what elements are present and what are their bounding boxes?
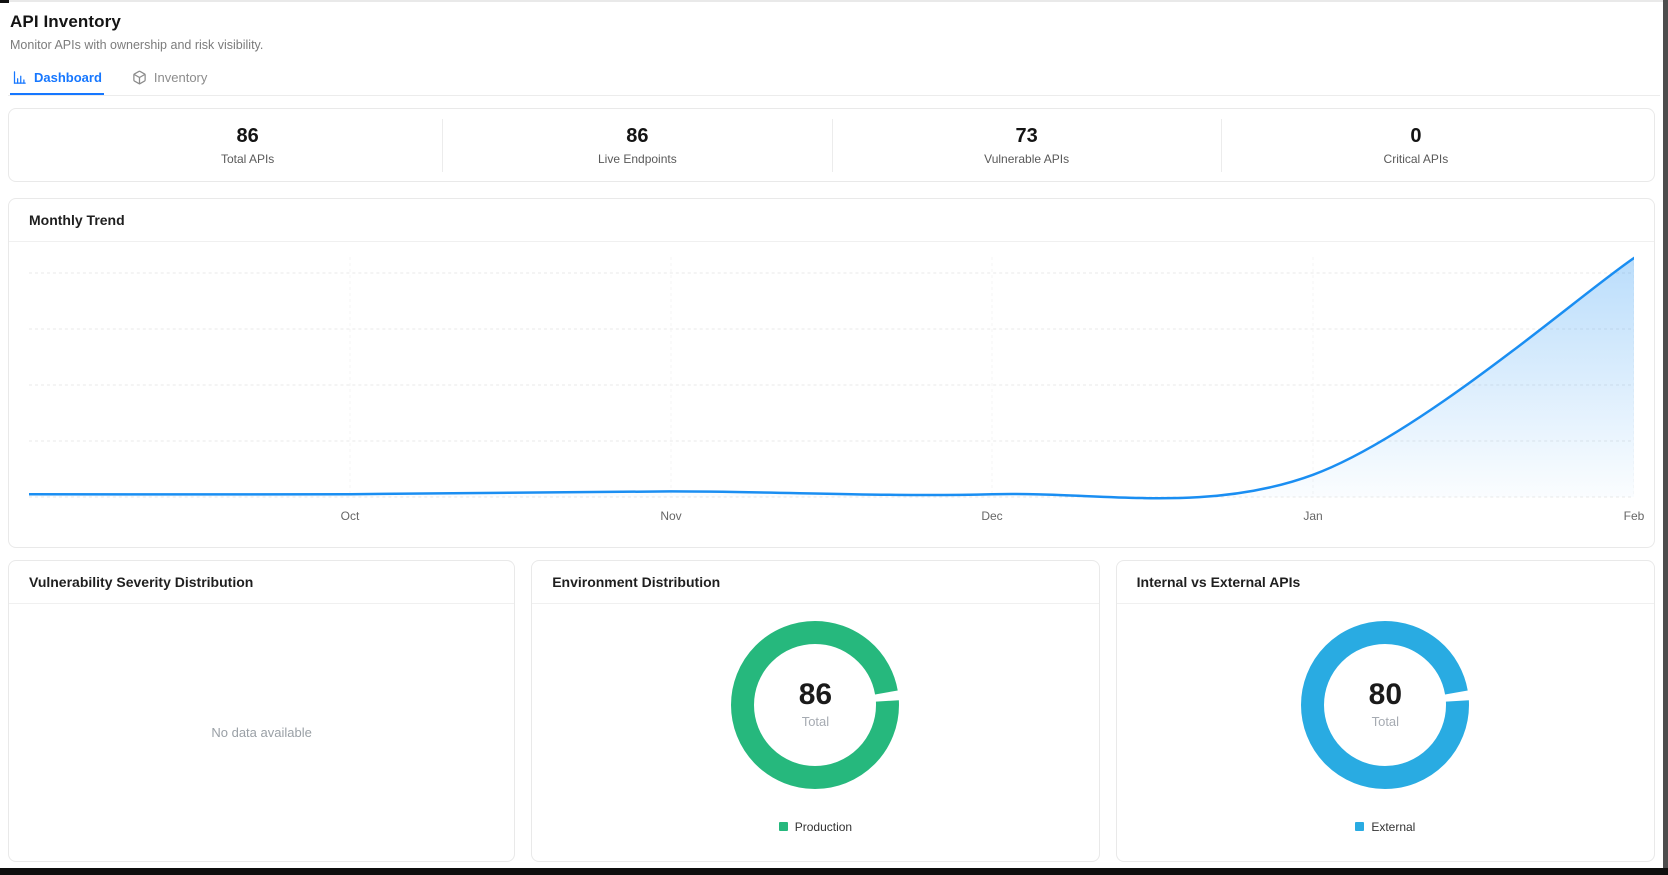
tab-dashboard[interactable]: Dashboard [10, 64, 104, 95]
environment-distribution-card: Environment Distribution 86 Total Produc… [531, 560, 1100, 862]
environment-legend: Production [778, 819, 853, 834]
stat-live-endpoints: 86 Live Endpoints [442, 118, 831, 172]
monthly-trend-chart[interactable]: Oct Nov Dec Jan Feb [9, 242, 1654, 529]
top-border-line [0, 0, 1668, 2]
donut-segment-production[interactable] [731, 620, 900, 789]
internal-external-donut-chart[interactable]: 80 Total [1300, 620, 1470, 790]
page-subtitle: Monitor APIs with ownership and risk vis… [10, 38, 264, 52]
window-edge-bottom [0, 868, 1668, 875]
legend-label-external: External [1371, 819, 1416, 834]
donut-total-caption: Total [1371, 714, 1400, 729]
stat-vulnerable-apis: 73 Vulnerable APIs [831, 118, 1221, 172]
stat-value: 86 [236, 124, 259, 147]
donut-total-value: 86 [798, 678, 833, 711]
stat-label: Vulnerable APIs [984, 151, 1070, 166]
tab-inventory[interactable]: Inventory [130, 64, 209, 95]
donut-center-label: 80 Total [1300, 620, 1470, 790]
vulnerability-severity-card: Vulnerability Severity Distribution No d… [8, 560, 516, 862]
donut-total-caption: Total [801, 714, 830, 729]
stat-total-apis: 86 Total APIs [53, 119, 442, 172]
window-edge-right [1663, 0, 1668, 868]
environment-distribution-title: Environment Distribution [532, 561, 1099, 604]
stat-value: 86 [626, 124, 649, 147]
tab-inventory-label: Inventory [153, 70, 208, 85]
bottom-charts-row: Vulnerability Severity Distribution No d… [8, 560, 1655, 862]
stat-label: Critical APIs [1383, 151, 1449, 166]
environment-donut-chart[interactable]: 86 Total [730, 620, 900, 790]
internal-external-card: Internal vs External APIs 80 Total Exter… [1115, 560, 1655, 862]
page-header: API Inventory Monitor APIs with ownershi… [8, 10, 1660, 52]
x-tick-dec: Dec [981, 509, 1003, 523]
page-title: API Inventory [10, 12, 121, 31]
stat-value: 0 [1410, 124, 1422, 147]
vulnerability-severity-body: No data available [9, 604, 514, 861]
stat-value: 73 [1015, 124, 1038, 147]
internal-external-title: Internal vs External APIs [1116, 561, 1654, 604]
x-tick-oct: Oct [340, 509, 360, 523]
external-legend: External [1355, 820, 1415, 834]
x-tick-nov: Nov [660, 509, 682, 523]
donut-center-label: 86 Total [730, 620, 900, 790]
trend-line [29, 256, 1634, 500]
tab-dashboard-label: Dashboard [34, 70, 102, 85]
vulnerability-severity-title: Vulnerability Severity Distribution [9, 561, 515, 604]
summary-stats-card: 86 Total APIs 86 Live Endpoints 73 Vulne… [8, 108, 1655, 182]
legend-swatch-production [778, 822, 788, 831]
stat-critical-apis: 0 Critical APIs [1220, 118, 1610, 172]
legend-label-production: Production [794, 819, 853, 834]
x-tick-jan: Jan [1303, 509, 1323, 523]
no-data-message: No data available [211, 725, 312, 740]
donut-segment-external[interactable] [1301, 620, 1470, 789]
trend-area-chart[interactable] [29, 247, 1634, 505]
donut-ring [1301, 620, 1470, 789]
monthly-trend-title: Monthly Trend [9, 199, 1654, 242]
bar-chart-icon [13, 71, 26, 84]
x-tick-feb: Feb [1623, 509, 1645, 523]
stat-label: Total APIs [220, 151, 275, 166]
monthly-trend-card: Monthly Trend Oct Nov Dec Jan Feb [8, 198, 1655, 548]
top-left-artifact [0, 0, 9, 3]
tab-bar: Dashboard Inventory [8, 64, 1660, 96]
trend-area-fill [29, 258, 1634, 499]
x-axis-labels: Oct Nov Dec Jan Feb [29, 505, 1645, 529]
stat-label: Live Endpoints [598, 151, 677, 166]
legend-swatch-external [1355, 822, 1365, 831]
donut-ring [731, 620, 900, 789]
package-icon [133, 70, 146, 85]
donut-total-value: 80 [1368, 678, 1403, 711]
